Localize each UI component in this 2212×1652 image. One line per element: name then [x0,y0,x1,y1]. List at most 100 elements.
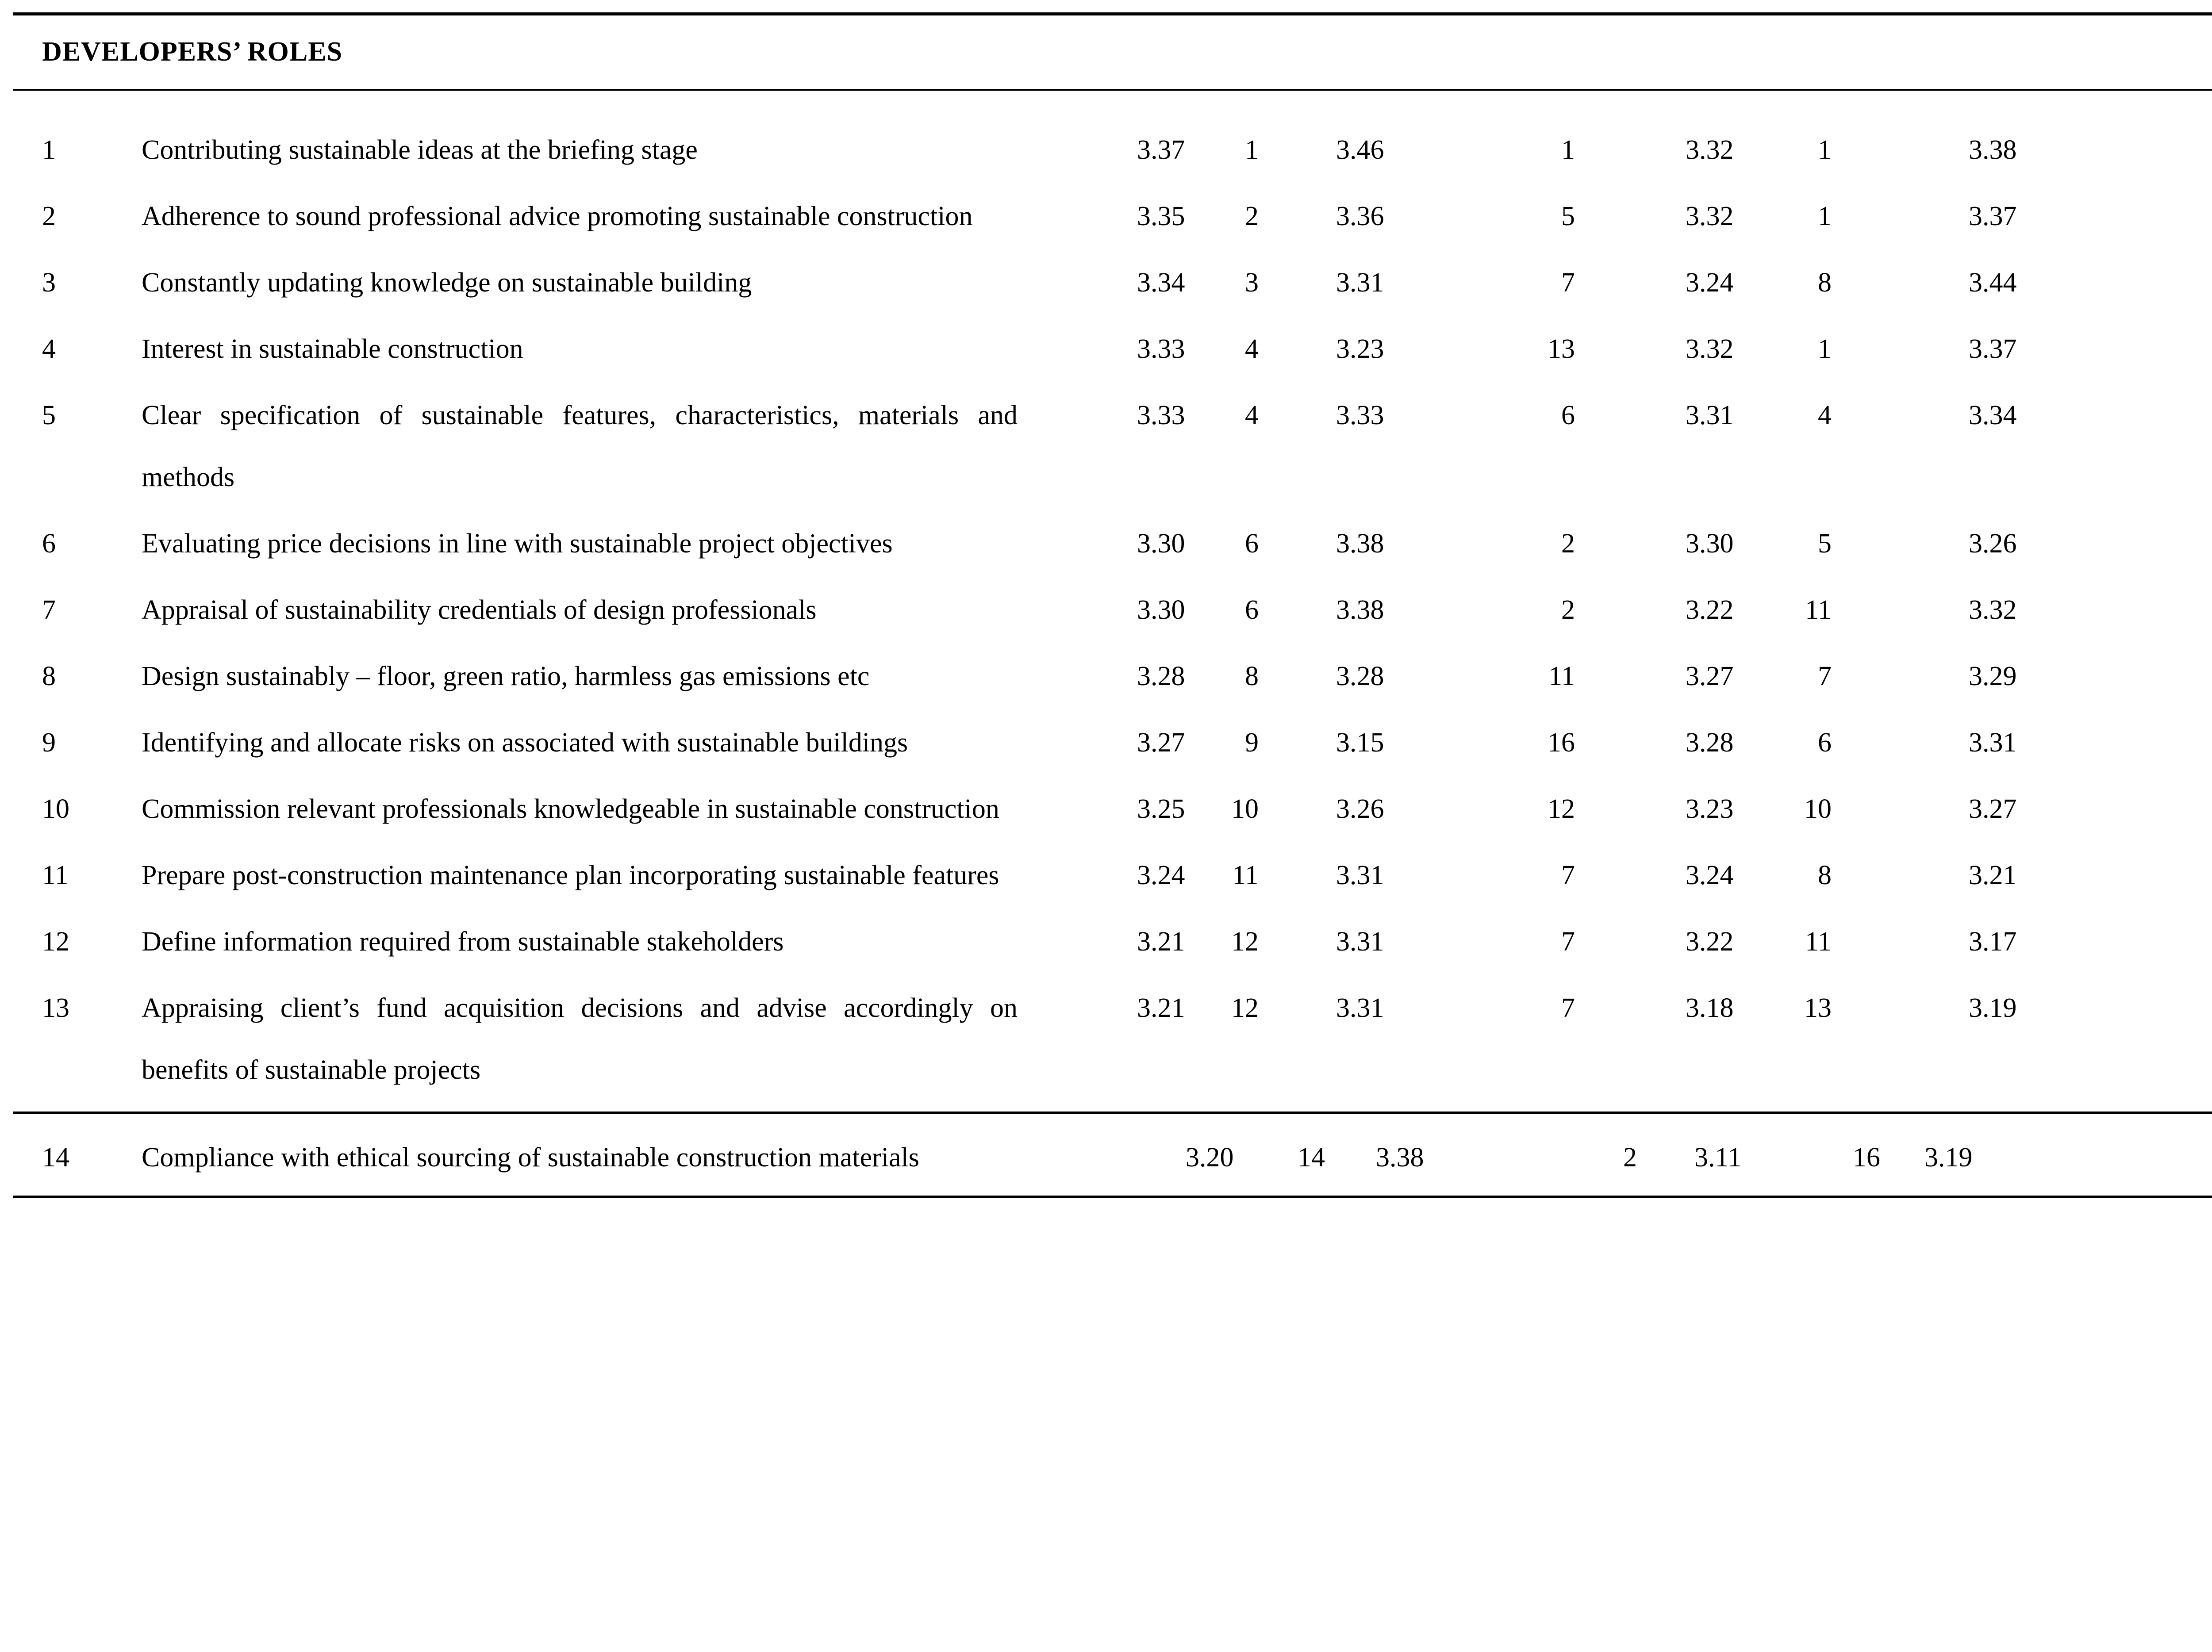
cell-overall-mean: 3.25 [1137,794,1185,824]
cell-group1-rank: 2 [1561,529,1575,559]
cell-group3-mean: 3.17 [1969,927,2017,957]
row-description: Constantly updating knowledge on sustain… [142,268,752,298]
cell-overall-mean: 3.24 [1137,860,1185,890]
cell-overall-rank: 4 [1245,334,1259,364]
cell-group2-mean: 3.24 [1686,268,1734,298]
row-number: 9 [42,728,56,758]
cell-overall-rank: 12 [1231,927,1259,957]
cell-group2-rank: 11 [1805,927,1832,957]
cell-group2-rank: 5 [1818,529,1832,559]
row-number: 3 [42,268,56,298]
cell-group3-mean: 3.19 [1969,993,2017,1023]
cell-overall-mean: 3.37 [1137,135,1185,165]
cell-group3-mean: 3.21 [1969,860,2017,890]
row-description: Commission relevant professionals knowle… [142,794,999,824]
cell-group2-mean: 3.31 [1686,400,1734,430]
cell-group1-mean: 3.28 [1336,661,1384,691]
row-description: Appraisal of sustainability credentials … [142,595,817,625]
bottom-rule [13,1196,2212,1198]
row-description: Prepare post-construction maintenance pl… [142,860,999,890]
cell-overall-mean: 3.21 [1137,927,1185,957]
cell-group2-rank: 10 [1804,794,1832,824]
cell-group3-mean: 3.32 [1969,595,2017,625]
cell-group2-rank: 13 [1804,993,1832,1023]
row-description: Contributing sustainable ideas at the br… [142,135,698,165]
table-row: 1 Contributing sustainable ideas at the … [42,119,2212,181]
cell-group2-rank: 4 [1818,400,1832,430]
cell-group3-mean: 3.37 [1969,334,2017,364]
table-row: 14 Compliance with ethical sourcing of s… [42,1127,2212,1188]
table-body: 1 Contributing sustainable ideas at the … [13,119,2212,1101]
cell-group2-rank: 1 [1818,334,1832,364]
table-row: 9 Identifying and allocate risks on asso… [42,712,2212,774]
cell-group1-rank: 7 [1561,927,1575,957]
row-number: 6 [42,529,56,559]
cell-group1-mean: 3.38 [1336,529,1384,559]
row-number: 7 [42,595,56,625]
cell-overall-rank: 11 [1232,860,1259,890]
cell-overall-mean: 3.20 [1186,1142,1234,1173]
cell-group2-mean: 3.27 [1686,661,1734,691]
cell-group2-mean: 3.22 [1686,927,1734,957]
table-row: 12 Define information required from sust… [42,911,2212,973]
header-rule [13,89,2212,91]
row-number: 5 [42,400,56,430]
cell-group1-mean: 3.46 [1336,135,1384,165]
cell-group2-mean: 3.18 [1686,993,1734,1023]
cell-overall-rank: 12 [1231,993,1259,1023]
table-row: 3 Constantly updating knowledge on susta… [42,252,2212,314]
cell-group3-mean: 3.37 [1969,201,2017,231]
cell-overall-rank: 6 [1245,595,1259,625]
cell-overall-mean: 3.30 [1137,529,1185,559]
cell-overall-rank: 3 [1245,268,1259,298]
row-description: Adherence to sound professional advice p… [142,201,973,231]
cell-group1-rank: 2 [1623,1142,1637,1173]
cell-group2-rank: 8 [1818,860,1832,890]
cell-group2-mean: 3.22 [1686,595,1734,625]
cell-group1-rank: 12 [1548,794,1575,824]
row-number: 11 [42,860,69,890]
cell-group1-rank: 5 [1561,201,1575,231]
cell-group1-rank: 16 [1548,728,1575,758]
cell-group2-mean: 3.28 [1686,728,1734,758]
cell-group2-mean: 3.24 [1686,860,1734,890]
table-row: 6 Evaluating price decisions in line wit… [42,513,2212,575]
row-number: 12 [42,927,69,957]
cell-group3-mean: 3.38 [1969,135,2017,165]
cell-overall-rank: 1 [1245,135,1259,165]
cell-overall-mean: 3.33 [1137,334,1185,364]
row-description: Identifying and allocate risks on associ… [142,728,908,758]
cell-group1-rank: 2 [1561,595,1575,625]
table-body-continued: 14 Compliance with ethical sourcing of s… [13,1114,2212,1188]
row-description: Interest in sustainable construction [142,334,523,364]
cell-group2-mean: 3.32 [1686,334,1734,364]
row-number: 8 [42,661,56,691]
cell-group1-rank: 7 [1561,268,1575,298]
cell-group2-mean: 3.23 [1686,794,1734,824]
cell-overall-rank: 10 [1231,794,1259,824]
table-row: 13 Appraising client’s fund acquisition … [42,977,2212,1101]
row-number: 2 [42,201,56,231]
section-header: DEVELOPERS’ ROLES [42,37,343,67]
table-row: 11 Prepare post-construction maintenance… [42,844,2212,906]
developers-roles-table: DEVELOPERS’ ROLES 1 Contributing sustain… [13,12,2212,1198]
cell-overall-mean: 3.35 [1137,201,1185,231]
cell-group1-rank: 7 [1561,860,1575,890]
cell-group2-mean: 3.32 [1686,201,1734,231]
row-number: 10 [42,794,69,824]
row-description: Compliance with ethical sourcing of sust… [142,1142,919,1173]
table-row: 2 Adherence to sound professional advice… [42,185,2212,247]
row-description: Evaluating price decisions in line with … [142,529,893,559]
cell-group1-mean: 3.31 [1336,860,1384,890]
row-description: Appraising client’s fund acquisition dec… [142,993,1018,1085]
cell-overall-rank: 2 [1245,201,1259,231]
cell-group1-mean: 3.38 [1336,595,1384,625]
table-row: 8 Design sustainably – floor, green rati… [42,645,2212,707]
cell-group2-rank: 16 [1853,1142,1880,1173]
cell-overall-mean: 3.30 [1137,595,1185,625]
page-break-rule [13,1112,2212,1114]
cell-group2-rank: 1 [1818,201,1832,231]
table-row: 5 Clear specification of sustainable fea… [42,384,2212,508]
row-number: 13 [42,993,69,1023]
table-row: 10 Commission relevant professionals kno… [42,778,2212,840]
